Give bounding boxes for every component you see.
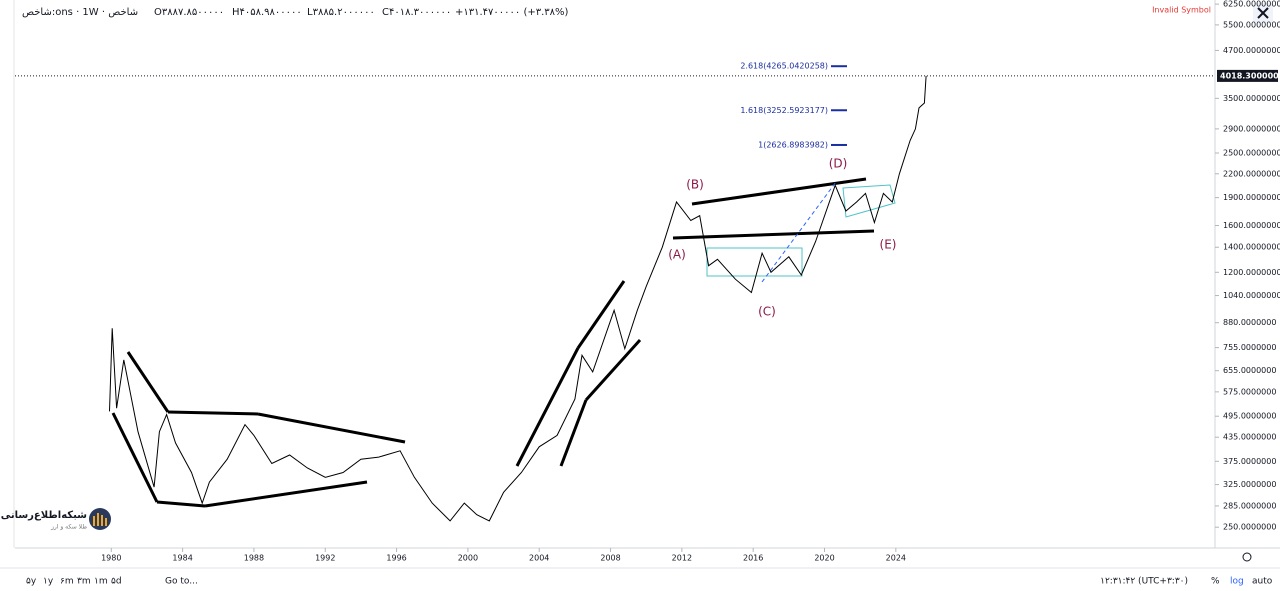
range-button[interactable]: ۵y	[26, 577, 37, 587]
plot-area	[109, 75, 927, 522]
y-tick-label: 285.0000000	[1223, 501, 1276, 510]
y-tick-label: 2500.0000000	[1223, 149, 1280, 158]
settings-icon[interactable]	[1242, 552, 1252, 562]
trendline	[576, 280, 626, 349]
y-tick-label: 1600.0000000	[1223, 221, 1280, 230]
current-price-tag	[1217, 69, 1278, 82]
x-tick-label: 1984	[172, 554, 192, 563]
x-tick-label: 1992	[315, 554, 335, 563]
range-button[interactable]: ۵d	[111, 577, 122, 587]
channel	[842, 184, 896, 218]
trendline	[167, 410, 259, 416]
x-tick-label: 2016	[743, 554, 763, 563]
range-button[interactable]: ۱y	[43, 577, 54, 587]
symbol-title: شاخص:ons · 1W · شاخص	[22, 7, 138, 18]
trendline	[204, 480, 368, 508]
y-tick-label: 3500.0000000	[1223, 94, 1280, 103]
fib-label: 1.618(3252.5923177)	[740, 106, 828, 115]
x-tick-label: 1988	[244, 554, 264, 563]
x-tick-label: 2004	[529, 554, 549, 563]
ohlc-low: L۳۸۸۵.۲۰۰۰۰۰۰	[307, 7, 375, 18]
clock: ۱۲:۳۱:۴۲ (UTC+۳:۳۰)	[1100, 577, 1188, 587]
trendline	[691, 177, 867, 206]
y-tick-label: 1040.0000000	[1223, 291, 1280, 300]
trendline	[257, 412, 406, 444]
range-button[interactable]: ۶m	[60, 577, 74, 587]
x-tick-label: 2012	[672, 554, 692, 563]
percent-toggle[interactable]: %	[1211, 577, 1220, 587]
logo-subtitle: طلا سکه و ارز	[50, 524, 87, 531]
y-tick-label: 1900.0000000	[1223, 193, 1280, 202]
wave-label: (B)	[686, 178, 704, 192]
auto-toggle[interactable]: auto	[1252, 577, 1273, 587]
y-tick-label: 655.0000000	[1223, 366, 1276, 375]
y-tick-label: 325.0000000	[1223, 480, 1276, 489]
trendline	[111, 412, 159, 503]
wave-label: (D)	[829, 157, 848, 171]
fullscreen-icon	[1257, 7, 1269, 19]
ohlc-open: O۳۸۸۷.۸۵۰۰۰۰۰	[154, 7, 224, 18]
x-tick-label: 2008	[600, 554, 620, 563]
fib-label: 1(2626.8983982)	[758, 140, 828, 149]
ohlc-high: H۴۰۵۸.۹۸۰۰۰۰۰	[232, 7, 302, 18]
x-tick-label: 2020	[814, 554, 834, 563]
y-tick-label: 250.0000000	[1223, 523, 1276, 532]
y-tick-label: 755.0000000	[1223, 343, 1276, 352]
range-button[interactable]: ۱m	[94, 577, 108, 587]
y-tick-label: 1400.0000000	[1223, 243, 1280, 252]
goto-button[interactable]: Go to...	[165, 577, 198, 587]
y-tick-label: 6250.0000000	[1223, 0, 1280, 9]
x-tick-label: 1980	[101, 554, 121, 563]
wave-label: (A)	[668, 248, 686, 262]
y-tick-label: 2900.0000000	[1223, 124, 1280, 133]
y-tick-label: 880.0000000	[1223, 318, 1276, 327]
y-tick-label: 495.0000000	[1223, 412, 1276, 421]
ohlc-change: +۱۳۱.۴۷۰۰۰۰۰ (+۳.۳۸%)	[455, 7, 569, 18]
y-tick-label: 575.0000000	[1223, 387, 1276, 396]
x-tick-label: 2000	[458, 554, 478, 563]
price-line	[109, 75, 927, 522]
wave-label: (E)	[880, 238, 897, 252]
x-tick-label: 2024	[886, 554, 906, 563]
x-tick-label: 1996	[386, 554, 406, 563]
logo-title: شبکه‌اطلاع‌رسانی	[1, 510, 87, 521]
trendline	[156, 500, 206, 508]
trendline	[672, 229, 875, 240]
y-tick-label: 2200.0000000	[1223, 169, 1280, 178]
y-tick-label: 435.0000000	[1223, 433, 1276, 442]
range-button[interactable]: ۳m	[77, 577, 91, 587]
log-toggle[interactable]: log	[1230, 577, 1244, 587]
trendline	[584, 338, 642, 402]
channel	[706, 247, 803, 277]
trendline	[515, 347, 580, 467]
fib-label: 2.618(4265.0420258)	[740, 62, 828, 71]
y-tick-label: 375.0000000	[1223, 457, 1276, 466]
invalid-symbol: Invalid Symbol	[1152, 6, 1211, 15]
trendline	[126, 351, 170, 413]
y-tick-label: 5500.0000000	[1223, 20, 1280, 29]
y-tick-label: 4700.0000000	[1223, 46, 1280, 55]
trendline	[559, 399, 588, 467]
logo-icon	[89, 508, 111, 530]
ohlc-close: C۴۰۱۸.۳۰۰۰۰۰۰	[382, 7, 451, 18]
logo-bars	[93, 513, 107, 526]
current-price-label: 4018.3000000	[1220, 71, 1280, 80]
y-tick-label: 1200.0000000	[1223, 268, 1280, 277]
wave-label: (C)	[758, 305, 776, 319]
